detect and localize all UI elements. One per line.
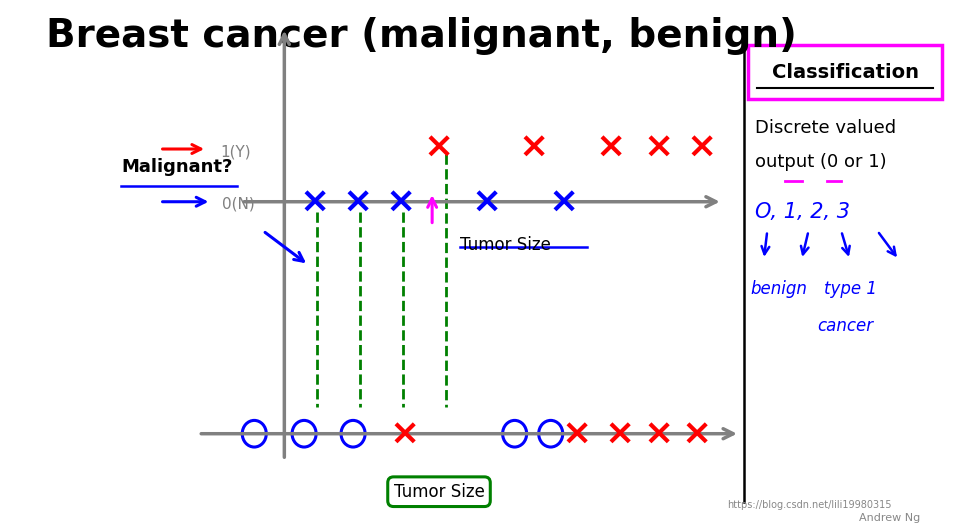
Text: ×: ×: [643, 417, 673, 450]
Text: https://blog.csdn.net/lili19980315: https://blog.csdn.net/lili19980315: [727, 500, 891, 510]
Text: Discrete valued: Discrete valued: [755, 119, 897, 137]
Text: ×: ×: [596, 129, 626, 163]
Text: ×: ×: [299, 185, 330, 219]
Text: ×: ×: [549, 185, 578, 219]
Text: ×: ×: [561, 417, 592, 450]
Text: ×: ×: [518, 129, 549, 163]
Text: cancer: cancer: [817, 316, 873, 334]
Text: ×: ×: [682, 417, 712, 450]
Text: Malignant?: Malignant?: [121, 158, 232, 176]
Text: output (0 or 1): output (0 or 1): [755, 153, 887, 171]
Text: O, 1, 2, 3: O, 1, 2, 3: [755, 202, 850, 222]
Text: 1(Y): 1(Y): [220, 144, 250, 159]
Text: ×: ×: [471, 185, 501, 219]
Text: ×: ×: [424, 129, 454, 163]
Text: 0(N): 0(N): [223, 197, 255, 212]
Text: Tumor Size: Tumor Size: [394, 483, 485, 501]
Text: type 1: type 1: [824, 280, 877, 298]
Text: benign: benign: [750, 280, 807, 298]
Text: Classification: Classification: [772, 63, 919, 82]
Text: Tumor Size: Tumor Size: [461, 236, 552, 254]
Text: ×: ×: [342, 185, 373, 219]
Text: ×: ×: [643, 129, 673, 163]
Text: ×: ×: [389, 417, 420, 450]
Text: ×: ×: [385, 185, 416, 219]
FancyBboxPatch shape: [749, 45, 942, 99]
Text: ×: ×: [604, 417, 635, 450]
Text: ×: ×: [686, 129, 716, 163]
Text: Andrew Ng: Andrew Ng: [859, 514, 921, 523]
Text: Breast cancer (malignant, benign): Breast cancer (malignant, benign): [47, 17, 797, 55]
